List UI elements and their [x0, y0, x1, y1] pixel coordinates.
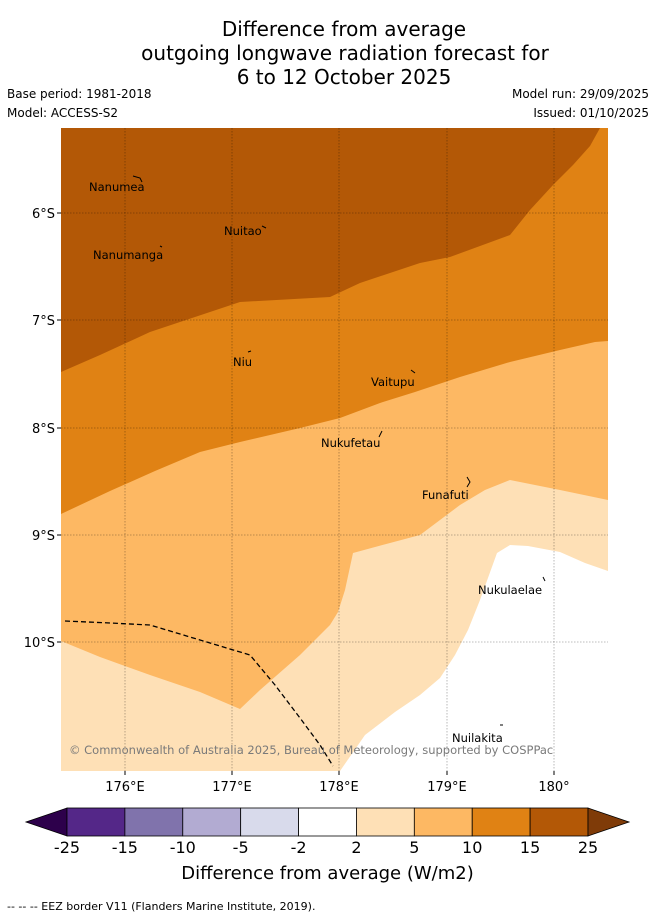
title-line-2: outgoing longwave radiation forecast for [141, 41, 549, 65]
place-label-nuilakita: Nuilakita [452, 731, 503, 745]
place-label-niu: Niu [233, 355, 252, 369]
colorbar-tick-label: -10 [169, 838, 196, 857]
colorbar-tick-label: 25 [577, 838, 599, 857]
issued-date: Issued: 01/10/2025 [533, 106, 649, 120]
place-label-funafuti: Funafuti [422, 488, 469, 502]
colorbar-arrow-high [587, 807, 631, 837]
lat-label: 7°S [32, 314, 55, 329]
colorbar-tick-label: -2 [290, 838, 307, 857]
model-name: Model: ACCESS-S2 [7, 106, 119, 120]
lat-label: 6°S [32, 207, 55, 222]
colorbar-segment [240, 807, 299, 837]
colorbar-tick-label: -5 [232, 838, 249, 857]
colorbar-segment [471, 807, 531, 837]
title-line-1: Difference from average [221, 17, 467, 41]
colorbar-tick-label: 5 [409, 838, 420, 857]
model-run: Model run: 29/09/2025 [511, 87, 649, 101]
place-label-nukufetau: Nukufetau [321, 436, 380, 450]
place-label-vaitupu: Vaitupu [371, 375, 415, 389]
base-period: Base period: 1981-2018 [7, 87, 152, 101]
colorbar-segment [529, 807, 589, 837]
island-marks [132, 175, 546, 726]
colorbar-segment [66, 807, 126, 837]
colorbar-title: Difference from average (W/m2) [181, 863, 474, 884]
colorbar-segment [182, 807, 242, 837]
colorbar-tick-label: 2 [351, 838, 362, 857]
place-label-nukulaelae: Nukulaelae [478, 583, 542, 597]
lon-label: 177°E [212, 780, 252, 795]
colorbar [24, 807, 631, 837]
colorbar-tick-label: -25 [53, 838, 81, 857]
lon-label: 178°E [319, 780, 359, 795]
lat-label: 9°S [32, 529, 55, 544]
copyright-notice: © Commonwealth of Australia 2025, Bureau… [69, 743, 553, 757]
eez-border [64, 620, 334, 767]
colorbar-tick-label: 15 [519, 838, 541, 857]
colorbar-tick-label: -15 [111, 838, 138, 857]
colorbar-segment [356, 807, 415, 837]
zone-15-to-25 [61, 128, 600, 372]
lon-label: 179°E [427, 780, 467, 795]
colorbar-segment [124, 807, 184, 837]
title-line-3: 6 to 12 October 2025 [236, 65, 452, 89]
gridlines [61, 128, 608, 771]
colorbar-tick-label: 10 [462, 838, 483, 857]
colorbar-segment [413, 807, 473, 837]
eez-legend: -- -- -- EEZ border V11 (Flanders Marine… [7, 900, 316, 913]
place-label-nanumea: Nanumea [89, 180, 145, 194]
lon-label: 180° [538, 780, 569, 795]
lat-label: 10°S [24, 636, 55, 651]
colorbar-segment [298, 807, 357, 837]
lon-label: 176°E [105, 780, 145, 795]
place-label-nuitao: Nuitao [224, 224, 262, 238]
place-label-nanumanga: Nanumanga [93, 248, 163, 262]
lat-label: 8°S [32, 422, 55, 437]
colorbar-arrow-low [24, 807, 68, 837]
